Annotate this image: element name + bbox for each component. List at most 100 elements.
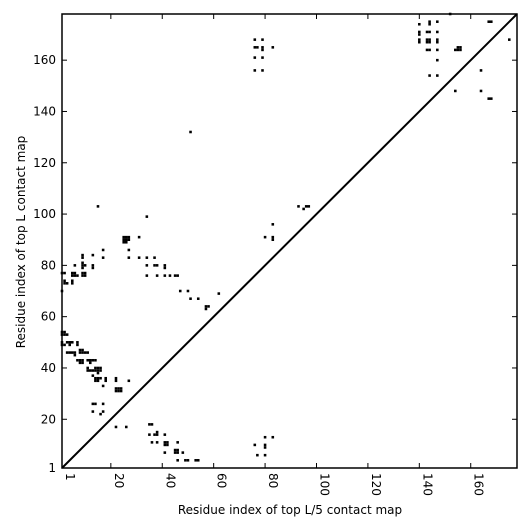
contact-point — [163, 451, 167, 454]
contact-point — [81, 256, 84, 259]
y-tick-label: 100 — [33, 207, 56, 221]
contact-point — [65, 351, 69, 354]
x-tick-label: 100 — [317, 473, 331, 496]
contact-point — [454, 48, 457, 52]
contact-point — [96, 376, 100, 380]
contact-point — [186, 459, 190, 462]
contact-point — [81, 271, 84, 275]
contact-point — [166, 443, 169, 447]
contact-point — [263, 443, 267, 447]
contact-point — [86, 366, 89, 370]
contact-point — [155, 430, 159, 434]
contact-point — [68, 341, 71, 344]
y-tick-label: 40 — [41, 361, 56, 375]
contact-point — [114, 389, 118, 393]
contact-point — [78, 358, 82, 362]
contact-point — [94, 402, 97, 406]
contact-point — [63, 333, 66, 336]
contact-point — [189, 130, 192, 134]
contact-point — [76, 341, 79, 344]
plot-frame — [61, 13, 518, 469]
contact-point — [307, 205, 311, 208]
contact-point — [71, 282, 74, 285]
contact-point — [418, 30, 421, 34]
contact-point — [71, 279, 74, 283]
contact-point — [436, 58, 439, 62]
contact-point — [65, 333, 69, 336]
contact-point — [73, 353, 77, 357]
contact-point — [261, 56, 264, 59]
contact-point — [124, 238, 128, 241]
contact-point — [91, 253, 95, 257]
contact-point — [436, 48, 439, 52]
contact-point — [71, 351, 74, 354]
contact-point — [271, 223, 275, 226]
contact-point — [256, 453, 259, 457]
contact-point — [204, 307, 208, 311]
contact-point — [117, 389, 120, 393]
contact-point — [261, 38, 264, 41]
contact-point — [81, 361, 84, 365]
contact-point — [425, 48, 429, 52]
contact-point — [428, 22, 431, 26]
y-tick-label: 20 — [41, 412, 56, 426]
contact-point — [127, 379, 131, 383]
contact-point — [456, 46, 460, 49]
y-tick-label: 160 — [33, 53, 56, 67]
contact-point — [155, 274, 159, 277]
contact-point — [176, 451, 179, 454]
contact-point — [114, 379, 118, 383]
contact-point — [73, 271, 77, 275]
contact-point — [117, 387, 120, 390]
contact-point — [65, 282, 69, 285]
contact-point — [163, 264, 167, 267]
contact-point — [263, 453, 267, 457]
contact-point — [91, 358, 95, 362]
contact-point — [122, 238, 125, 241]
contact-point — [207, 305, 210, 308]
contact-point — [271, 46, 275, 49]
contact-point — [454, 89, 457, 93]
contact-point — [101, 402, 105, 406]
contact-point — [81, 266, 84, 270]
contact-point — [261, 46, 264, 49]
contact-point — [153, 264, 156, 267]
contact-point — [302, 207, 305, 211]
contact-point — [127, 248, 131, 252]
x-axis-ticks: 1 20 40 60 80 100 120 140 160 — [61, 14, 486, 496]
contact-point — [436, 74, 439, 77]
y-tick-label: 60 — [41, 310, 56, 324]
contact-point — [459, 46, 462, 49]
contact-point — [99, 376, 102, 380]
contact-point — [176, 441, 179, 444]
contact-point — [119, 389, 123, 393]
contact-point — [104, 376, 107, 380]
contact-point — [176, 459, 179, 462]
contact-point — [119, 387, 123, 390]
contact-point — [436, 40, 439, 44]
contact-point — [173, 448, 177, 452]
contact-point — [88, 358, 92, 362]
contact-point — [428, 40, 431, 44]
contact-point — [78, 361, 82, 365]
contact-point — [122, 241, 125, 244]
contact-point — [304, 205, 308, 208]
contact-point — [155, 433, 159, 436]
contact-point — [86, 369, 89, 372]
contact-point — [76, 274, 79, 277]
contact-point — [428, 30, 431, 34]
contact-point — [73, 274, 77, 277]
contact-point — [96, 379, 100, 383]
contact-point — [101, 256, 105, 259]
contact-point — [181, 451, 185, 454]
contact-point — [194, 459, 197, 462]
contact-point — [163, 443, 167, 447]
contact-point — [83, 351, 87, 354]
y-tick-label: 80 — [41, 258, 56, 272]
contact-point — [124, 235, 128, 239]
contact-point — [189, 297, 192, 300]
contact-point — [81, 264, 84, 267]
contact-point — [261, 48, 264, 52]
y-axis-title: Residue index of top L contact map — [14, 136, 28, 349]
contact-point — [101, 410, 105, 413]
